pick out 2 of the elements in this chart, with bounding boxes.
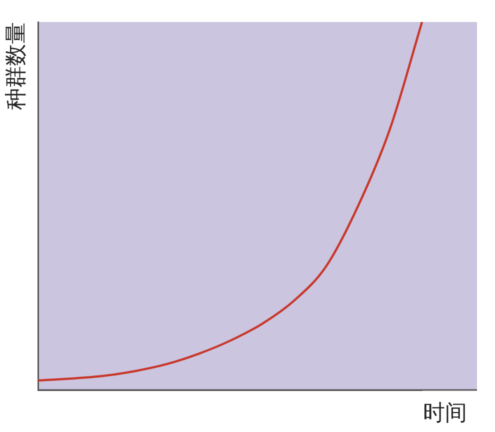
y-axis-title: 种群数量 xyxy=(4,22,29,110)
x-axis-title: 时间 xyxy=(423,400,467,428)
